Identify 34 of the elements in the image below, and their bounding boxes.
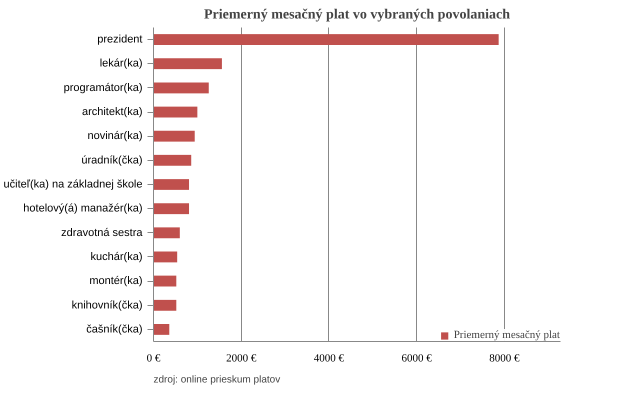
- y-tick-label: učiteľ(ka) na základnej škole: [4, 178, 143, 190]
- x-tick-label: 4000 €: [314, 352, 345, 364]
- bar: [154, 34, 499, 46]
- x-tick-label: 2000 €: [226, 352, 257, 364]
- y-tick-label: kuchár(ka): [90, 250, 143, 263]
- bar: [154, 82, 209, 94]
- bar: [154, 276, 176, 287]
- y-tick-label: úradník(čka): [81, 154, 143, 166]
- bar: [154, 58, 222, 70]
- chart-title: Priemerný mesačný plat vo vybraných povolaniach: [204, 8, 510, 22]
- x-tick-label: 6000 €: [402, 352, 432, 364]
- bar: [154, 179, 190, 190]
- y-tick-label: architekt(ka): [82, 106, 143, 118]
- bar: [154, 154, 192, 166]
- bar: [154, 106, 198, 118]
- x-tick-label: 8000 €: [489, 352, 520, 364]
- y-tick-label: prezident: [97, 34, 143, 46]
- y-tick-label: programátor(ka): [64, 82, 142, 94]
- bar: [154, 203, 190, 214]
- bar: [154, 227, 180, 238]
- bar: [154, 300, 176, 311]
- bar: [154, 130, 195, 142]
- y-tick-label: hotelový(á) manažér(ka): [23, 202, 143, 215]
- y-tick-label: montér(ka): [89, 275, 143, 288]
- legend-label: Priemerný mesačný plat: [454, 329, 560, 341]
- x-tick-label: 0 €: [146, 352, 161, 364]
- text: zdroj: online prieskum platov: [154, 374, 280, 386]
- bar: [154, 324, 170, 335]
- y-tick-label: knihovník(čka): [72, 299, 143, 312]
- y-tick-label: novinár(ka): [87, 130, 143, 142]
- y-tick-label: zdravotná sestra: [61, 226, 144, 239]
- y-tick-label: čašník(čka): [86, 323, 143, 336]
- y-tick-label: lekár(ka): [100, 58, 143, 70]
- bar: [154, 252, 178, 262]
